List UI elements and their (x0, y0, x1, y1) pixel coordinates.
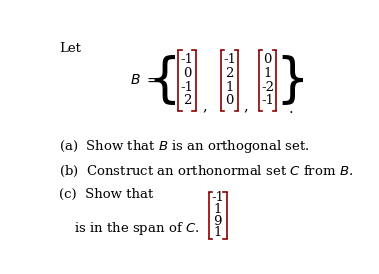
Text: .: . (289, 102, 293, 116)
Text: -1: -1 (261, 95, 274, 107)
Text: $\{$: $\{$ (147, 53, 176, 107)
Text: Let: Let (59, 42, 81, 55)
Text: ,: , (243, 100, 248, 114)
Text: -1: -1 (211, 192, 224, 204)
Text: -2: -2 (261, 81, 274, 94)
Text: 1: 1 (263, 67, 272, 80)
Text: 1: 1 (213, 203, 222, 216)
Text: 2: 2 (183, 95, 191, 107)
Text: $B$: $B$ (130, 73, 141, 87)
Text: 0: 0 (225, 95, 234, 107)
Text: (b)  Construct an orthonormal set $C$ from $B$.: (b) Construct an orthonormal set $C$ fro… (59, 164, 353, 179)
Text: 1: 1 (225, 81, 234, 94)
Text: (c)  Show that: (c) Show that (59, 188, 153, 201)
Text: 0: 0 (263, 53, 272, 66)
Text: -1: -1 (180, 81, 193, 94)
Text: 2: 2 (225, 67, 234, 80)
Text: (a)  Show that $B$ is an orthogonal set.: (a) Show that $B$ is an orthogonal set. (59, 138, 310, 155)
Text: $=$: $=$ (144, 73, 159, 87)
Text: ,: , (202, 100, 207, 114)
Text: $\}$: $\}$ (275, 53, 304, 107)
Text: 1: 1 (213, 226, 222, 239)
Text: 0: 0 (183, 67, 191, 80)
Text: -1: -1 (180, 53, 193, 66)
Text: is in the span of $C$.: is in the span of $C$. (74, 220, 199, 237)
Text: 9: 9 (213, 215, 222, 228)
Text: -1: -1 (223, 53, 236, 66)
